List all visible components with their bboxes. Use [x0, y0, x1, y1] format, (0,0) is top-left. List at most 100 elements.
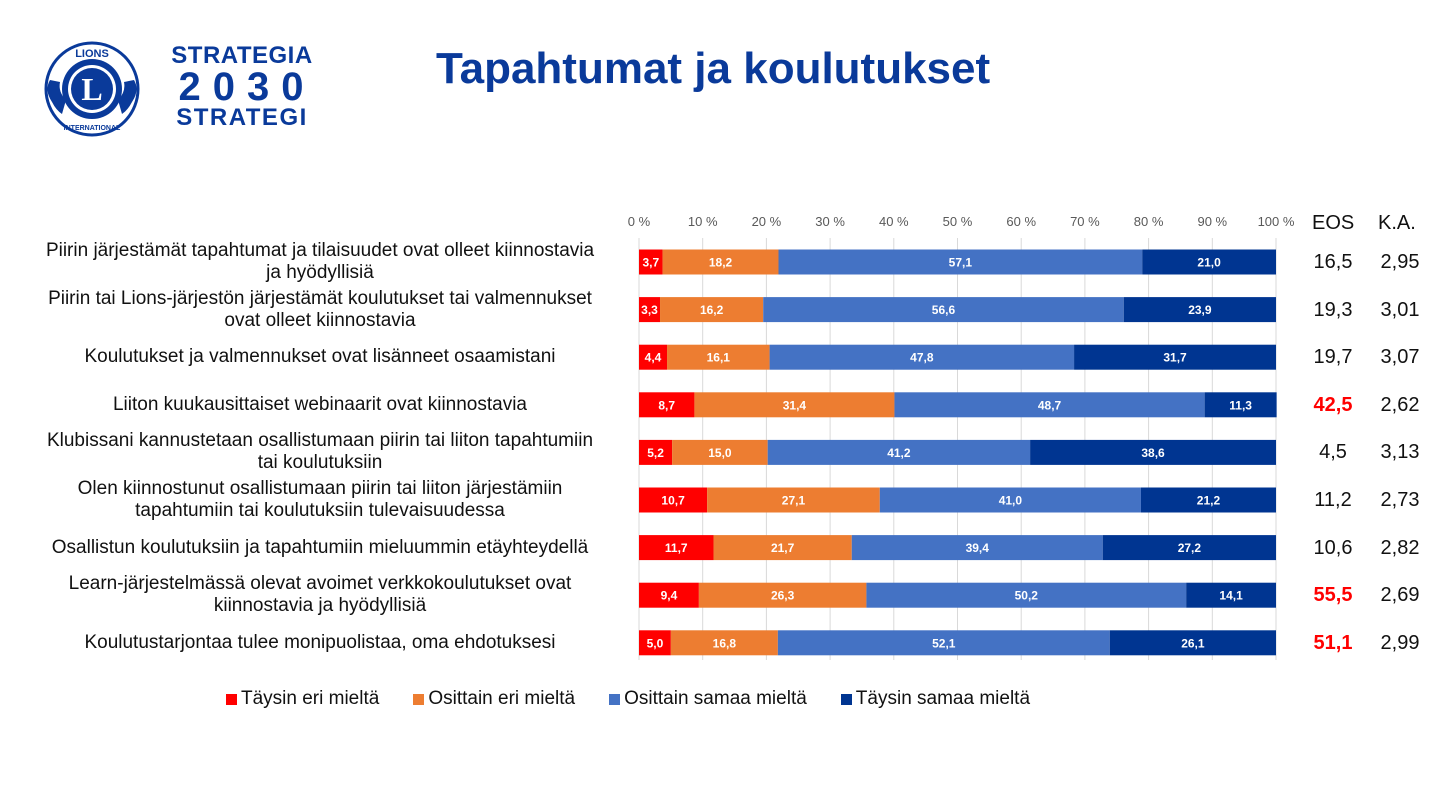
category-label-line: Klubissani kannustetaan osallistumaan pi… [46, 430, 594, 452]
brand-line-2: 2030 [178, 65, 316, 109]
bar-segment [1142, 249, 1276, 275]
legend-item: Täysin eri mieltä [226, 688, 379, 710]
bar-data-label: 27,1 [782, 494, 806, 508]
bar-data-label: 47,8 [910, 351, 934, 365]
logo-letter: L [81, 71, 102, 107]
ka-value: 2,99 [1380, 631, 1420, 654]
bar-segment [639, 249, 663, 275]
bar-segment [777, 630, 1110, 656]
category-label-line: Learn-järjestelmässä olevat avoimet verk… [68, 573, 572, 595]
bar-data-label: 16,8 [713, 636, 737, 650]
bar-data-label: 23,9 [1188, 303, 1212, 317]
eos-value: 10,6 [1313, 536, 1353, 559]
x-tick-label: 50 % [943, 214, 973, 229]
brand-line-3: STRATEGI [176, 104, 308, 131]
bar-segment [879, 487, 1141, 513]
category-label: Koulutukset ja valmennukset ovat lisänne… [0, 346, 640, 368]
bar-data-label: 16,2 [700, 303, 724, 317]
category-label: Osallistun koulutuksiin ja tapahtumiin m… [0, 537, 640, 559]
bar-segment [667, 344, 770, 370]
category-label-line: Koulutukset ja valmennukset ovat lisänne… [84, 346, 556, 368]
category-label-line: Koulutustarjontaa tulee monipuolistaa, o… [84, 631, 556, 653]
legend-swatch [609, 693, 621, 705]
bar-data-label: 56,6 [932, 303, 956, 317]
bar-segment [639, 535, 714, 561]
eos-value: 55,5 [1313, 584, 1353, 607]
bar-segment [639, 439, 673, 465]
bar-segment [778, 249, 1143, 275]
x-tick-label: 20 % [752, 214, 782, 229]
bar-segment [639, 582, 699, 608]
bar-data-label: 3,7 [642, 256, 659, 270]
eos-value: 51,1 [1313, 631, 1353, 654]
ka-value: 2,82 [1380, 536, 1420, 559]
x-tick-label: 80 % [1134, 214, 1164, 229]
category-label: Olen kiinnostunut osallistumaan piirin t… [0, 478, 640, 522]
chart-legend: Täysin eri mieltä Osittain eri mieltä Osit… [226, 688, 1030, 710]
category-label-line: Piirin tai Lions-järjestön järjestämät k… [48, 287, 592, 309]
legend-item: Osittain eri mieltä [413, 688, 575, 710]
bar-data-label: 3,3 [641, 303, 658, 317]
bar-segment [767, 439, 1031, 465]
bar-data-label: 11,7 [665, 541, 688, 555]
ka-value: 2,69 [1380, 584, 1420, 607]
bar-data-label: 52,1 [932, 636, 956, 650]
bar-data-label: 4,4 [645, 351, 662, 365]
bar-data-label: 21,2 [1197, 494, 1221, 508]
lions-logo: L LIONS INTERNATIONAL [44, 41, 140, 137]
bar-segment [763, 297, 1124, 323]
bar-segment [1140, 487, 1276, 513]
legend-swatch [413, 693, 425, 705]
category-label-line: Osallistun koulutuksiin ja tapahtumiin m… [51, 536, 589, 558]
category-label-line: ovat olleet kiinnostavia [224, 309, 416, 331]
ka-value: 3,13 [1380, 441, 1420, 464]
bar-segment [894, 392, 1205, 418]
category-label-line: kiinnostavia ja hyödyllisiä [213, 595, 427, 617]
strategy-brand: STRATEGIA 2030 STRATEGI [166, 44, 318, 130]
ka-value: 3,01 [1380, 298, 1420, 321]
bar-data-label: 41,2 [887, 446, 911, 460]
bar-segment [698, 582, 867, 608]
category-label: Piirin tai Lions-järjestön järjestämät k… [0, 288, 640, 332]
bar-data-label: 11,3 [1229, 398, 1252, 412]
bar-segment [769, 344, 1075, 370]
bar-data-label: 15,0 [708, 446, 732, 460]
category-label: Liiton kuukausittaiset webinaarit ovat k… [0, 394, 640, 416]
bar-segment [662, 249, 779, 275]
category-label-line: Piirin järjestämät tapahtumat ja tilaisu… [45, 240, 595, 261]
bar-data-label: 10,7 [661, 494, 685, 508]
ka-value: 3,07 [1380, 346, 1420, 369]
category-label: Klubissani kannustetaan osallistumaan pi… [0, 430, 640, 474]
bar-segment [1109, 630, 1276, 656]
x-tick-label: 0 % [628, 214, 651, 229]
eos-value: 19,3 [1313, 298, 1353, 321]
legend-swatch [840, 693, 852, 705]
bar-data-label: 26,3 [771, 589, 795, 603]
bar-segment [672, 439, 768, 465]
bar-segment [1030, 439, 1276, 465]
legend-item: Täysin samaa mieltä [840, 688, 1030, 710]
bar-segment [1102, 535, 1276, 561]
x-tick-label: 30 % [815, 214, 845, 229]
bar-data-label: 9,4 [661, 589, 678, 603]
category-label-line: Olen kiinnostunut osallistumaan piirin t… [77, 478, 563, 499]
bar-data-label: 16,1 [707, 351, 731, 365]
bar-data-label: 18,2 [709, 256, 733, 270]
bar-segment [713, 535, 852, 561]
bar-segment [660, 297, 764, 323]
bar-data-label: 31,7 [1163, 351, 1187, 365]
legend-label: Osittain samaa mieltä [624, 688, 807, 709]
bar-segment [1123, 297, 1276, 323]
logo-top-text: LIONS [75, 48, 109, 60]
x-tick-label: 90 % [1197, 214, 1227, 229]
bar-segment [1186, 582, 1276, 608]
category-label-line: tapahtumiin tai koulutuksiin tulevaisuud… [135, 500, 505, 521]
category-label-line: ja hyödyllisiä [266, 262, 374, 283]
ka-value: 2,95 [1380, 251, 1420, 273]
legend-label: Osittain eri mieltä [428, 688, 576, 709]
bar-data-label: 41,0 [999, 494, 1023, 508]
bar-data-label: 31,4 [783, 398, 807, 412]
legend-swatch [226, 693, 237, 705]
eos-value: 19,7 [1313, 346, 1353, 369]
category-label-line: Liiton kuukausittaiset webinaarit ovat k… [112, 393, 527, 415]
